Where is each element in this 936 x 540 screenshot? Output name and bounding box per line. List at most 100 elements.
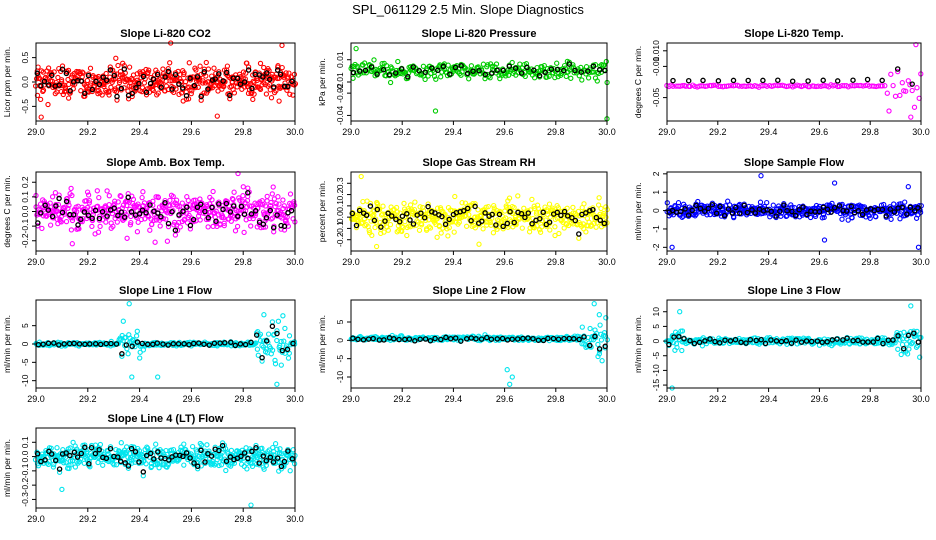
highlight-point <box>915 339 922 345</box>
highlight-point <box>681 335 687 342</box>
highlight-point <box>85 72 92 79</box>
y-tick-label: 0.0 <box>20 205 30 217</box>
highlight-point <box>804 211 810 218</box>
highlight-point <box>183 450 190 456</box>
data-point <box>379 60 385 67</box>
data-point <box>456 219 462 225</box>
highlight-point <box>602 67 608 74</box>
data-point <box>579 324 585 330</box>
data-point <box>128 213 134 220</box>
data-point <box>271 449 277 455</box>
y-tick-label: -0.05 <box>651 88 661 108</box>
data-point <box>89 223 95 230</box>
highlight-point <box>531 67 537 74</box>
highlight-point <box>222 340 228 346</box>
highlight-point <box>715 78 722 84</box>
highlight-point <box>219 442 226 449</box>
highlight-point <box>744 209 751 216</box>
highlight-point <box>114 93 120 100</box>
y-tick-label: 0.010 <box>651 40 661 62</box>
highlight-point <box>96 215 103 222</box>
highlight-point <box>92 207 99 214</box>
data-point <box>281 203 287 209</box>
data-point <box>507 381 513 387</box>
highlight-point <box>382 218 388 224</box>
highlight-point <box>848 203 855 210</box>
data-point <box>356 215 362 222</box>
highlight-point <box>671 334 677 340</box>
data-point <box>275 318 282 324</box>
highlight-point <box>722 337 728 343</box>
data-point <box>897 92 903 99</box>
y-tick-label: -2 <box>651 243 661 251</box>
highlight-point <box>587 207 593 214</box>
data-point <box>233 207 239 214</box>
highlight-point <box>248 211 255 217</box>
data-point <box>255 352 261 358</box>
highlight-point <box>422 336 429 342</box>
data-point <box>438 230 444 236</box>
highlight-point <box>227 92 233 99</box>
highlight-point <box>67 452 73 459</box>
data-point <box>220 215 226 221</box>
highlight-point <box>160 341 166 347</box>
highlight-point <box>796 207 802 213</box>
data-point <box>63 218 70 225</box>
highlight-point <box>235 213 241 220</box>
y-tick-label: 0.5 <box>20 51 30 63</box>
x-tick-label: 30.0 <box>598 257 616 267</box>
data-point <box>139 194 145 201</box>
data-point <box>534 223 540 229</box>
data-point <box>182 79 189 85</box>
data-point <box>240 184 246 190</box>
data-point <box>95 459 101 466</box>
highlight-point <box>260 221 267 227</box>
data-point <box>273 200 279 207</box>
highlight-point <box>38 82 44 89</box>
data-point <box>917 354 923 360</box>
x-tick-label: 29.0 <box>342 127 360 137</box>
highlight-point <box>194 204 201 211</box>
data-point <box>133 333 140 339</box>
data-point <box>165 66 171 72</box>
highlight-point <box>407 217 413 223</box>
highlight-point <box>378 224 384 230</box>
data-point <box>269 191 275 197</box>
data-point <box>104 188 110 194</box>
data-point <box>181 441 187 447</box>
highlight-point <box>819 339 825 346</box>
x-tick-label: 29.0 <box>27 514 45 524</box>
data-point <box>845 84 851 90</box>
highlight-point <box>820 77 826 84</box>
data-point <box>47 200 53 206</box>
highlight-point <box>165 68 172 75</box>
data-point <box>126 301 132 307</box>
highlight-point <box>274 67 281 73</box>
y-tick-label: -0.2 <box>335 232 345 247</box>
data-point <box>272 357 278 364</box>
data-point <box>468 63 475 69</box>
data-point <box>549 205 555 211</box>
highlight-point <box>753 337 759 344</box>
highlight-point <box>140 73 147 80</box>
highlight-point <box>256 460 262 466</box>
y-tick-label: -5 <box>651 352 661 360</box>
data-point <box>286 70 292 76</box>
highlight-point <box>446 216 452 223</box>
data-point <box>45 101 51 108</box>
data-point <box>59 63 66 69</box>
x-tick-label: 29.6 <box>811 257 829 267</box>
highlight-point <box>53 203 59 209</box>
highlight-point <box>108 340 114 347</box>
highlight-point <box>452 335 459 341</box>
data-point <box>149 221 155 227</box>
data-point <box>65 95 72 101</box>
highlight-point <box>482 71 489 78</box>
data-point <box>556 230 562 237</box>
data-point <box>228 447 235 454</box>
data-point <box>259 358 265 364</box>
data-point <box>97 441 104 448</box>
data-point <box>522 73 528 80</box>
data-point <box>156 465 162 471</box>
data-point <box>458 72 464 78</box>
